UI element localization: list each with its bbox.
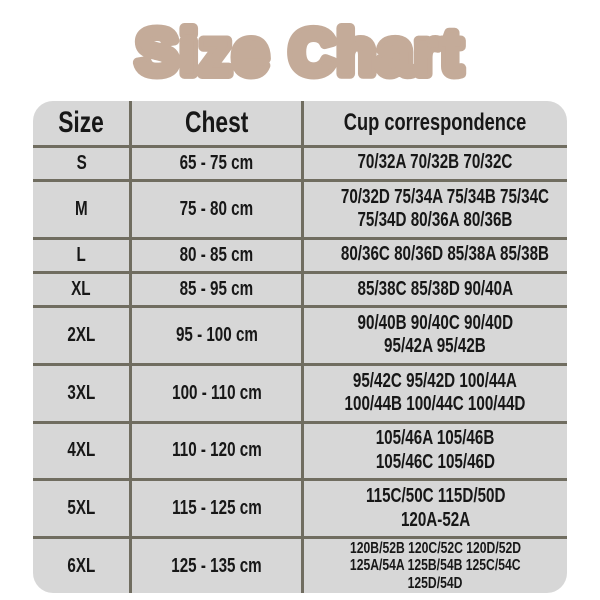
svg-text:Size Chart: Size Chart: [136, 18, 464, 88]
